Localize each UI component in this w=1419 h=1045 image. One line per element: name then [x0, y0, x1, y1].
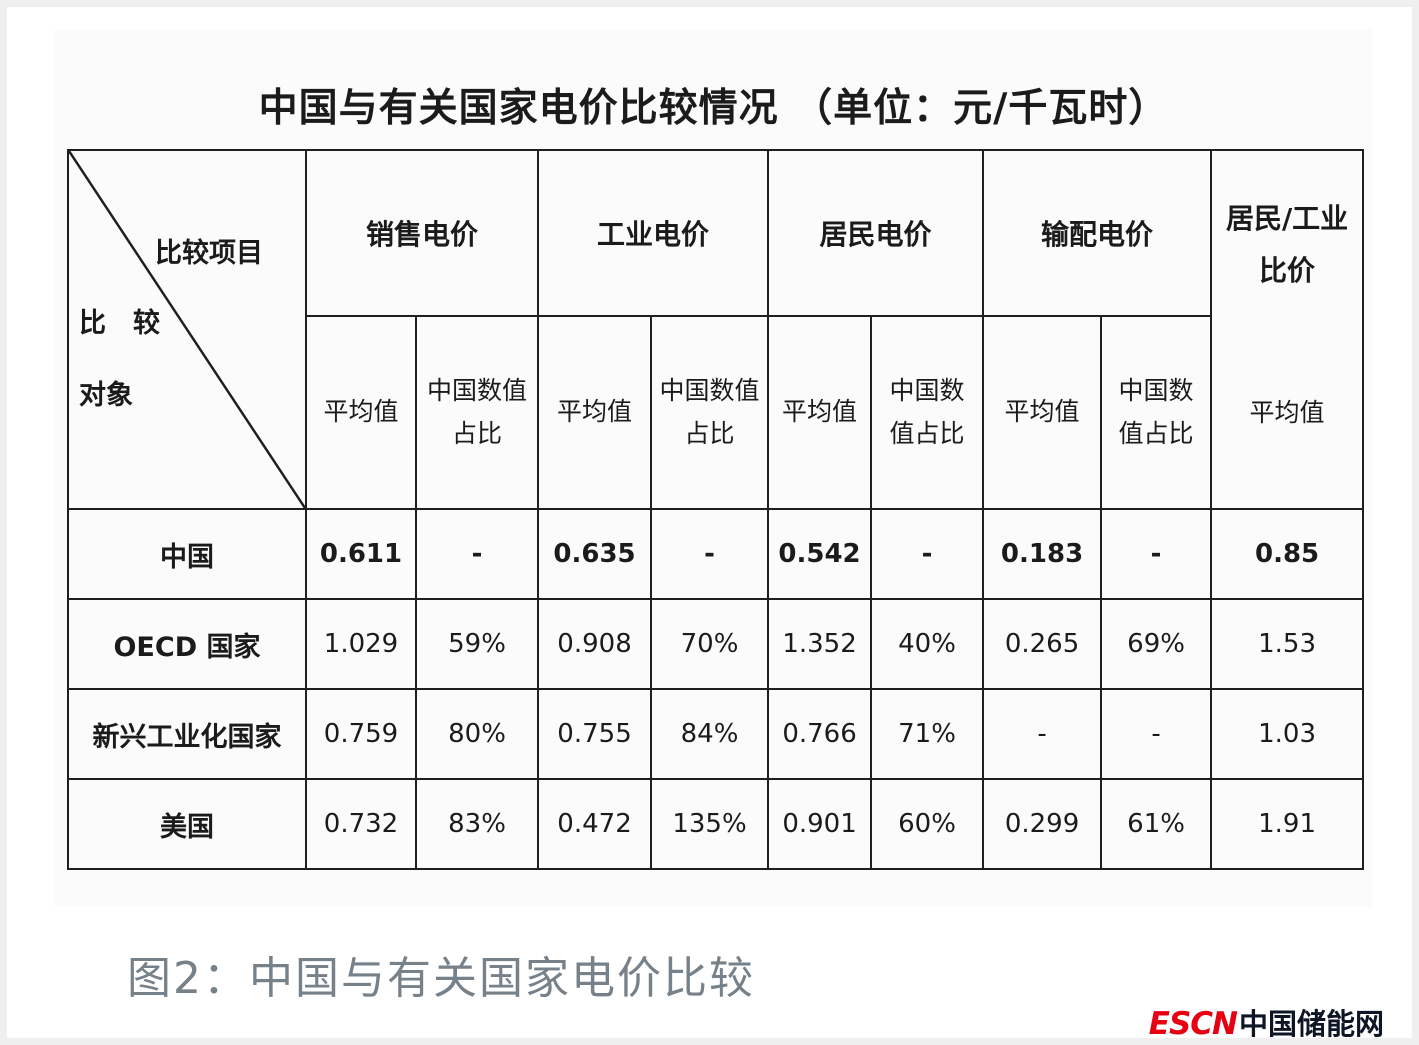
subheader-industrial-average: 平均值 — [537, 315, 653, 510]
table-cell: 1.53 — [1210, 598, 1365, 690]
row-label-usa: 美国 — [67, 778, 307, 870]
subheader-line: 中国数值 — [427, 376, 528, 405]
corner-label-object: 对象 — [79, 380, 133, 411]
table-cell: - — [1100, 688, 1213, 780]
table-cell: 0.908 — [537, 598, 653, 690]
table-cell: 0.732 — [305, 778, 417, 870]
figure-caption: 图2：中国与有关国家电价比较 — [127, 953, 755, 1004]
header-sub-row: 平均值 中国数值 占比 平均值 中国数值 占比 平均值 中国数 值占比 — [68, 315, 1363, 510]
table-cell: 71% — [870, 688, 985, 780]
table-cell: 59% — [414, 598, 540, 690]
subheader-transmission-average: 平均值 — [982, 315, 1103, 510]
group-header-transmission-price: 输配电价 — [982, 149, 1213, 317]
table-cell: 69% — [1100, 598, 1213, 690]
table-cell: 1.029 — [305, 598, 417, 690]
escn-logo-chinese-text: 中国储能网 — [1238, 1007, 1384, 1041]
subheader-transmission-china-ratio: 中国数 值占比 — [1100, 315, 1213, 510]
corner-cell: 比较项目 比 较 对象 — [67, 149, 307, 510]
subheader-residential-china-ratio: 中国数 值占比 — [870, 315, 985, 510]
escn-logo: ESCN中国储能网 — [1148, 1001, 1384, 1042]
ratio-label-line2: 比价 — [1259, 253, 1316, 287]
subheader-sales-china-ratio: 中国数值 占比 — [414, 315, 540, 510]
ratio-header-label: 居民/工业 比价 — [1213, 193, 1361, 297]
group-header-industrial-price: 工业电价 — [537, 149, 770, 317]
table-cell: 84% — [650, 688, 770, 780]
table-cell: 0.542 — [767, 508, 873, 600]
subheader-industrial-china-ratio: 中国数值 占比 — [650, 315, 770, 510]
table-cell: 0.299 — [982, 778, 1103, 870]
ratio-label-line1: 居民/工业 — [1225, 202, 1349, 235]
table-cell: 40% — [870, 598, 985, 690]
table-cell: 1.91 — [1210, 778, 1365, 870]
corner-label-compare: 比 较 — [79, 308, 160, 339]
table-cell: 0.766 — [767, 688, 873, 780]
row-label-newly-industrialized: 新兴工业化国家 — [67, 688, 307, 780]
diagonal-line — [70, 152, 304, 507]
figure-title: 中国与有关国家电价比较情况 （单位：元/千瓦时） — [258, 86, 1169, 131]
escn-logo-text: ESCN — [1148, 1006, 1238, 1042]
group-header-sales-price: 销售电价 — [304, 149, 540, 317]
table-cell: 135% — [650, 778, 770, 870]
table-cell: 60% — [870, 778, 985, 870]
subheader-sales-average: 平均值 — [305, 315, 417, 510]
ratio-average-label: 平均值 — [1249, 397, 1325, 427]
table-cell: 1.352 — [767, 598, 873, 690]
subheader-line: 占比 — [452, 418, 503, 448]
table-cell: 0.755 — [537, 688, 653, 780]
table-cell: 80% — [414, 688, 540, 780]
table-cell: 0.85 — [1210, 508, 1365, 600]
table-cell: 70% — [650, 598, 770, 690]
subheader-line: 中国数值 — [659, 376, 760, 405]
subheader-line: 占比 — [684, 418, 735, 448]
table-cell: - — [982, 688, 1103, 780]
figure-image: 中国与有关国家电价比较情况 （单位：元/千瓦时） 比较项目 比 较 对象 — [55, 29, 1372, 907]
subheader-line: 中国数 — [889, 376, 965, 405]
table-cell: 0.611 — [305, 508, 417, 600]
table-row-oecd: OECD 国家 1.029 59% 0.908 70% 1.352 40% 0.… — [67, 598, 1365, 690]
table-cell: - — [870, 508, 985, 600]
table-cell: - — [1100, 508, 1213, 600]
price-comparison-table: 比较项目 比 较 对象 销售电价 工业电价 居民电价 输配电价 居民/工业 比价… — [67, 149, 1365, 870]
row-label-china: 中国 — [67, 508, 307, 600]
corner-label-items: 比较项目 — [155, 238, 263, 269]
table-cell: 0.183 — [982, 508, 1103, 600]
group-header-ratio: 居民/工业 比价 平均值 — [1210, 149, 1365, 510]
header-group-row: 比较项目 比 较 对象 销售电价 工业电价 居民电价 输配电价 居民/工业 比价… — [67, 149, 1365, 510]
table-cell: 0.472 — [537, 778, 653, 870]
table-cell: - — [650, 508, 770, 600]
subheader-residential-average: 平均值 — [767, 315, 873, 510]
subheader-line: 值占比 — [889, 418, 965, 448]
subheader-line: 中国数 — [1118, 376, 1194, 405]
table-row-china: 中国 0.611 - 0.635 - 0.542 - 0.183 - 0.85 — [67, 508, 1365, 600]
table-cell: 0.901 — [767, 778, 873, 870]
table-row-usa: 美国 0.732 83% 0.472 135% 0.901 60% 0.299 … — [67, 778, 1365, 870]
table-cell: 61% — [1100, 778, 1213, 870]
row-label-oecd: OECD 国家 — [67, 598, 307, 690]
table-row-newly-industrialized: 新兴工业化国家 0.759 80% 0.755 84% 0.766 71% - … — [67, 688, 1365, 780]
table-cell: 1.03 — [1210, 688, 1365, 780]
table-cell: - — [414, 508, 540, 600]
table-cell: 0.635 — [537, 508, 653, 600]
table-cell: 83% — [414, 778, 540, 870]
subheader-line: 值占比 — [1118, 418, 1194, 448]
group-header-residential-price: 居民电价 — [767, 149, 985, 317]
table-cell: 0.265 — [982, 598, 1103, 690]
table-cell: 0.759 — [305, 688, 417, 780]
